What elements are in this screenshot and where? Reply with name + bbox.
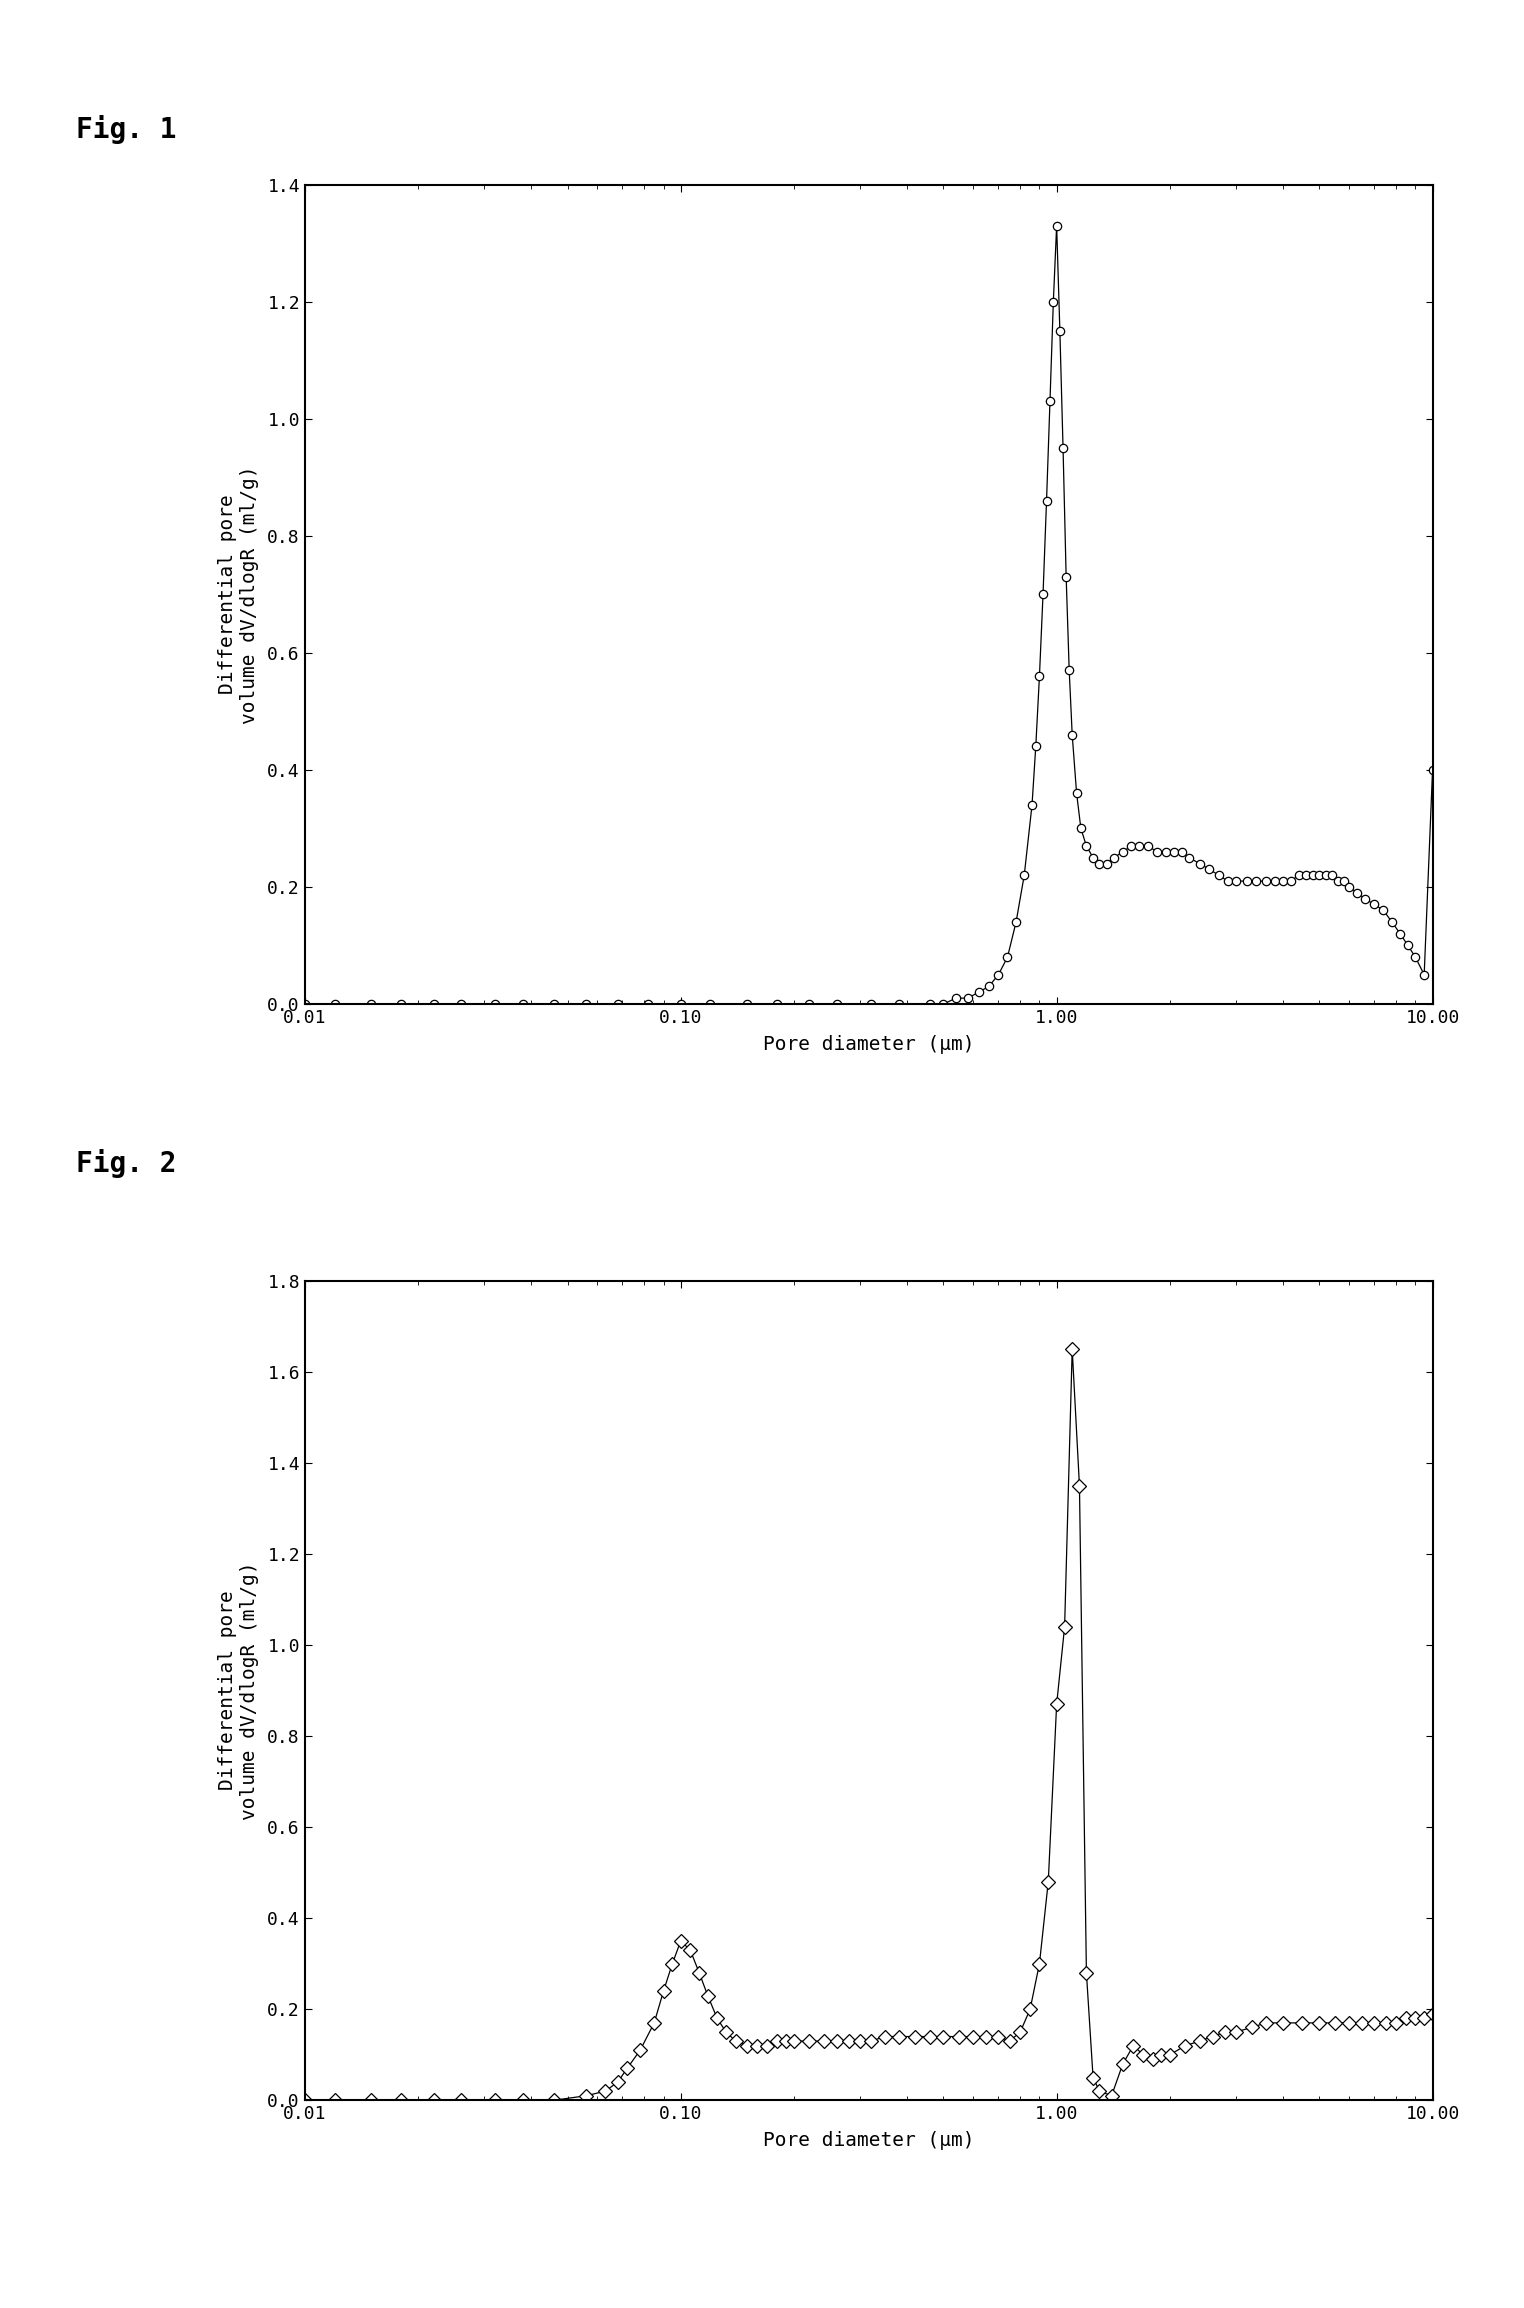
X-axis label: Pore diameter (μm): Pore diameter (μm) <box>764 2133 974 2151</box>
Y-axis label: Differential pore
volume dV/dlogR (ml/g): Differential pore volume dV/dlogR (ml/g) <box>218 1560 259 1821</box>
Text: Fig. 1: Fig. 1 <box>76 115 177 145</box>
Text: Fig. 2: Fig. 2 <box>76 1149 177 1179</box>
X-axis label: Pore diameter (μm): Pore diameter (μm) <box>764 1036 974 1055</box>
Y-axis label: Differential pore
volume dV/dlogR (ml/g): Differential pore volume dV/dlogR (ml/g) <box>218 464 259 725</box>
